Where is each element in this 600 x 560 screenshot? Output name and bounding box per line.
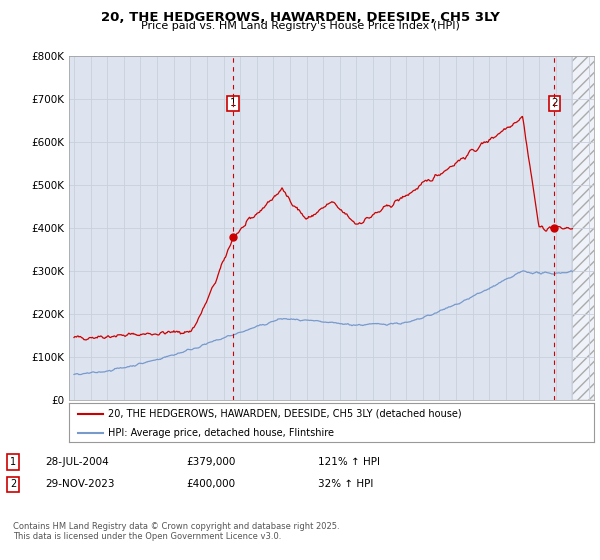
Text: 20, THE HEDGEROWS, HAWARDEN, DEESIDE, CH5 3LY: 20, THE HEDGEROWS, HAWARDEN, DEESIDE, CH… [101,11,499,24]
Text: 20, THE HEDGEROWS, HAWARDEN, DEESIDE, CH5 3LY (detached house): 20, THE HEDGEROWS, HAWARDEN, DEESIDE, CH… [109,409,462,419]
Text: 28-JUL-2004: 28-JUL-2004 [45,457,109,467]
Text: 1: 1 [10,457,16,467]
Text: Price paid vs. HM Land Registry's House Price Index (HPI): Price paid vs. HM Land Registry's House … [140,21,460,31]
Text: £379,000: £379,000 [186,457,235,467]
Text: 2: 2 [551,99,558,108]
Text: 121% ↑ HPI: 121% ↑ HPI [318,457,380,467]
Bar [572,56,600,400]
Bar [572,56,600,400]
Text: 32% ↑ HPI: 32% ↑ HPI [318,479,373,489]
Text: Contains HM Land Registry data © Crown copyright and database right 2025.
This d: Contains HM Land Registry data © Crown c… [13,522,340,542]
Text: HPI: Average price, detached house, Flintshire: HPI: Average price, detached house, Flin… [109,428,334,437]
Text: 2: 2 [10,479,16,489]
Text: 1: 1 [230,99,236,108]
Text: £400,000: £400,000 [186,479,235,489]
Text: 29-NOV-2023: 29-NOV-2023 [45,479,115,489]
